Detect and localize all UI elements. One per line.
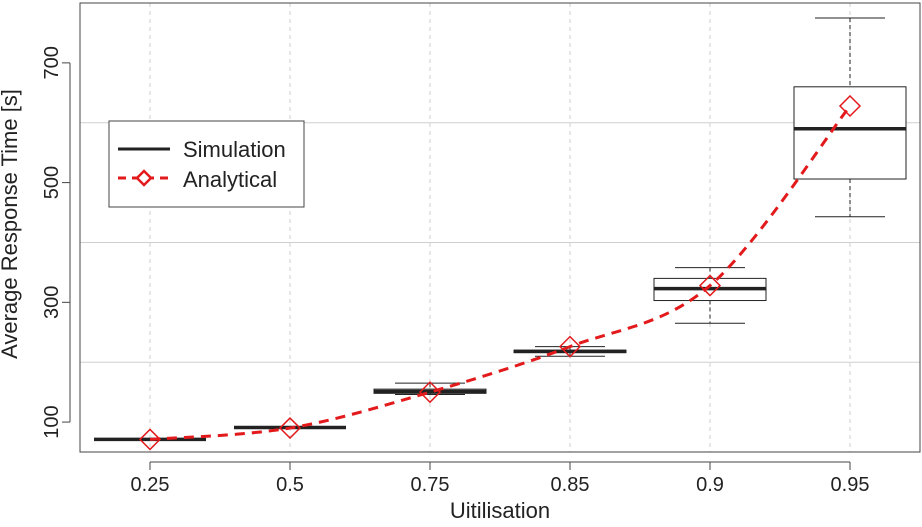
x-tick-label: 0.95 (831, 474, 870, 496)
analytical-curve (149, 105, 852, 441)
analytical-point-0.25 (138, 428, 162, 451)
x-tick-label: 0.75 (411, 474, 450, 496)
analytical-point-0.75 (418, 381, 442, 404)
x-tick-label: 0.9 (696, 474, 724, 496)
analytical-point-0.9 (698, 274, 722, 297)
plot-frame (79, 2, 921, 453)
x-axis-title: Uitilisation (450, 498, 550, 522)
y-tick-label: 100 (41, 405, 63, 438)
analytical-line-layer (138, 94, 862, 451)
y-tick-label: 500 (41, 166, 63, 199)
legend-analytical-label: Analytical (183, 167, 277, 192)
x-tick-label: 0.85 (551, 474, 590, 496)
simulation-box-0.9 (653, 267, 767, 324)
x-tick-label: 0.25 (131, 474, 170, 496)
legend-analytical-diamond-icon (135, 169, 153, 187)
x-tick-label: 0.5 (276, 474, 304, 496)
box-layer (94, 17, 907, 442)
grid-layer (80, 3, 920, 452)
analytical-point-0.95 (838, 94, 862, 118)
legend: Simulation Analytical (108, 120, 305, 208)
y-axis-title: Average Response Time [s] (0, 89, 22, 359)
y-tick-label: 300 (41, 286, 63, 319)
legend-simulation-label: Simulation (183, 137, 286, 162)
y-tick-label: 700 (41, 46, 63, 79)
analytical-point-0.5 (278, 416, 302, 440)
axis-layer: 100 300 500 700 0.25 0.5 0.75 0.85 0.9 0.95 (41, 46, 869, 496)
iqr-box (793, 86, 907, 180)
analytical-point-0.85 (558, 335, 582, 358)
legend-box (108, 120, 305, 208)
simulation-box-0.75 (373, 382, 487, 396)
simulation-box-0.95 (793, 17, 907, 218)
